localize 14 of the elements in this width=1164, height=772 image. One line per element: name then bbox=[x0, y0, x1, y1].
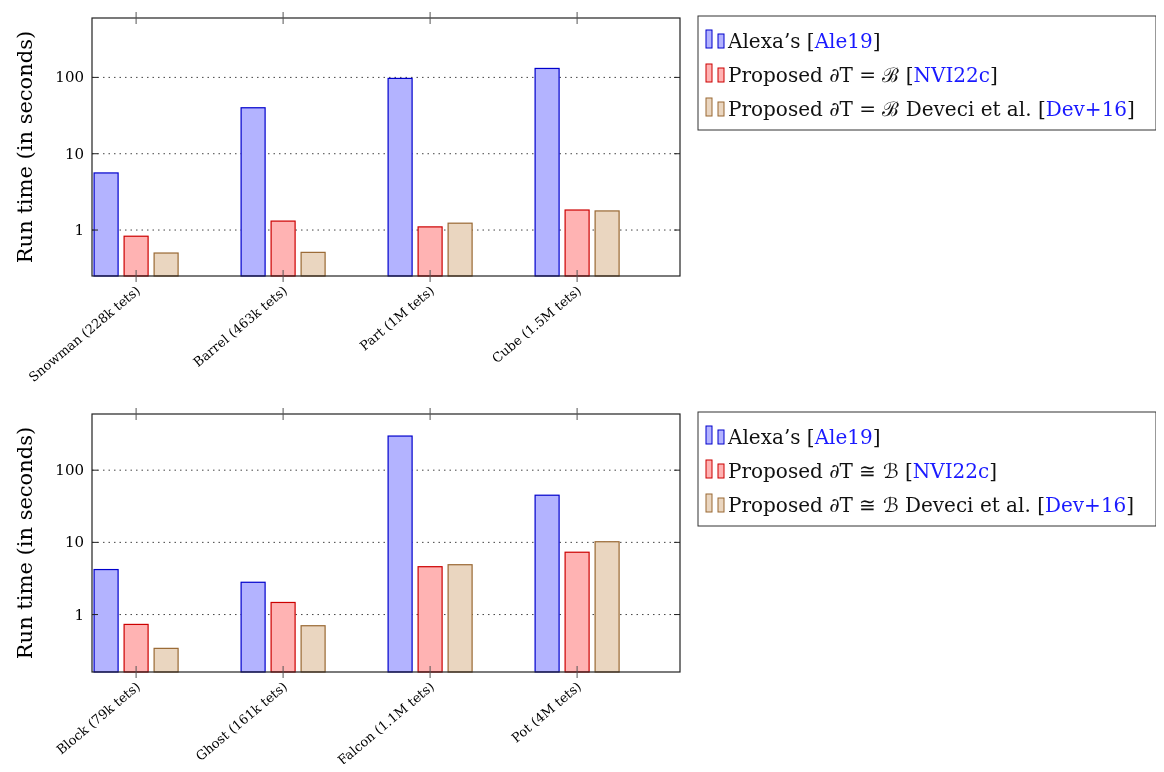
legend-label: Proposed ∂T ≅ ℬ Deveci et al. [Dev+16] bbox=[728, 493, 1135, 517]
y-axis-title: Run time (in seconds) bbox=[13, 426, 37, 660]
y-tick-label: 10 bbox=[64, 144, 84, 163]
legend-label: Alexa’s [Ale19] bbox=[727, 29, 881, 53]
y-tick-label: 100 bbox=[55, 68, 84, 87]
legend-label: Proposed ∂T ≅ ℬ [NVI22c] bbox=[728, 459, 998, 483]
y-tick-label: 1 bbox=[74, 605, 84, 624]
y-tick-label: 10 bbox=[64, 533, 84, 552]
y-tick-label: 1 bbox=[74, 221, 84, 240]
legend-label: Alexa’s [Ale19] bbox=[727, 425, 881, 449]
legend-label: Proposed ∂T = ℬ [NVI22c] bbox=[728, 63, 998, 87]
y-axis-title: Run time (in seconds) bbox=[13, 30, 37, 264]
y-tick-label: 100 bbox=[55, 461, 84, 480]
legend-label: Proposed ∂T = ℬ Deveci et al. [Dev+16] bbox=[728, 97, 1135, 121]
